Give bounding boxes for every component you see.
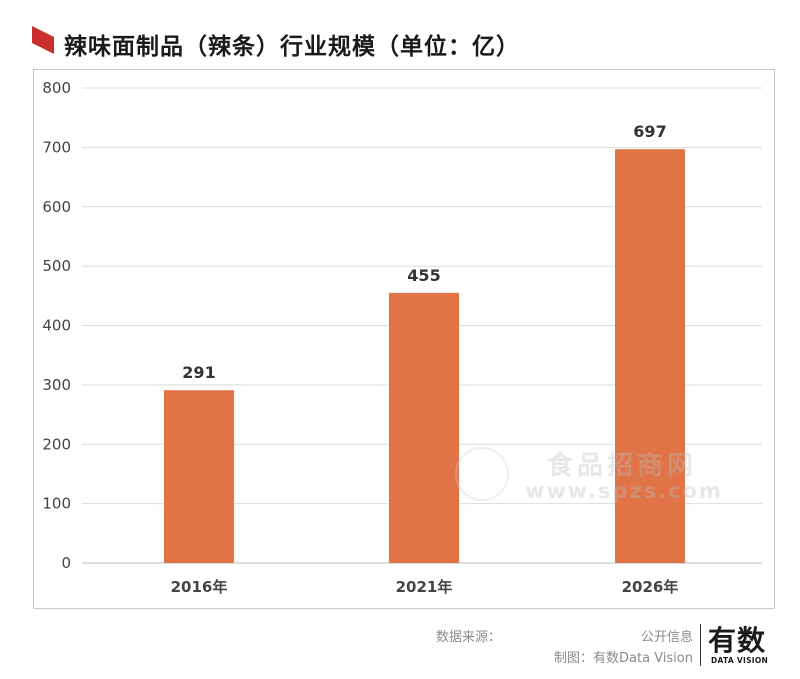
- y-tick-label: 100: [42, 495, 71, 513]
- bar-value-label: 697: [633, 122, 666, 141]
- title-accent-icon: [32, 26, 54, 54]
- y-tick-label: 200: [42, 435, 71, 453]
- watermark-logo-icon: [455, 447, 509, 501]
- brand-logo-cn: 有数: [708, 624, 767, 657]
- x-tick-label: 2016年: [171, 578, 228, 596]
- x-tick-label: 2026年: [622, 578, 679, 596]
- y-tick-label: 300: [42, 376, 71, 394]
- bar: [164, 390, 234, 563]
- footer-divider: [700, 624, 701, 666]
- brand-logo-en: DATA VISION: [711, 656, 769, 665]
- bar: [389, 292, 459, 563]
- y-tick-label: 800: [42, 79, 71, 97]
- chart-maker: 制图：有数Data Vision: [554, 651, 693, 666]
- chart-title: 辣味面制品（辣条）行业规模（单位：亿）: [64, 34, 520, 60]
- y-tick-label: 500: [42, 257, 71, 275]
- watermark: 食品招商网 www.spzs.com: [455, 445, 755, 505]
- source-label: 数据来源：: [436, 630, 502, 645]
- y-tick-label: 700: [42, 138, 71, 156]
- watermark-text: 食品招商网: [547, 451, 698, 481]
- source-value: 公开信息: [640, 630, 693, 645]
- bar-value-label: 455: [407, 266, 440, 285]
- x-tick-label: 2021年: [396, 578, 453, 596]
- bar-value-label: 291: [182, 363, 215, 382]
- y-tick-label: 0: [61, 554, 71, 572]
- y-tick-label: 600: [42, 198, 71, 216]
- watermark-url: www.spzs.com: [525, 479, 723, 503]
- y-tick-label: 400: [42, 317, 71, 335]
- bar: [615, 149, 685, 563]
- chart-frame: [33, 69, 775, 609]
